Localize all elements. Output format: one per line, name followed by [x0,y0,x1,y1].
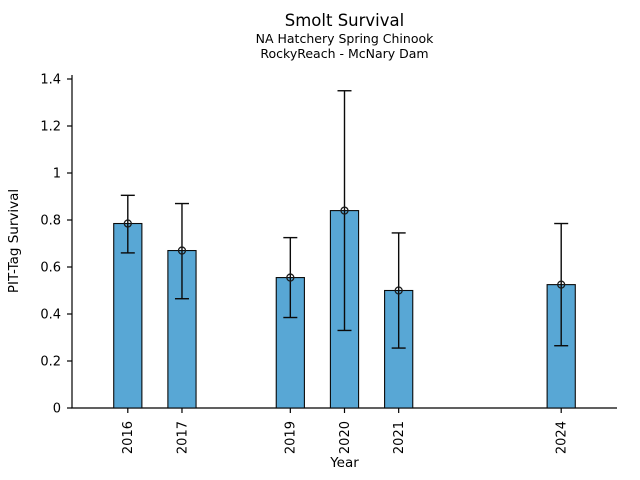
y-tick-label: 1.2 [40,119,61,134]
data-marker [340,206,349,215]
x-tick-label: 2016 [121,421,136,454]
chart-subtitle-line1: NA Hatchery Spring Chinook [255,30,434,46]
data-marker [557,280,566,289]
x-tick-label: 2017 [175,421,190,454]
y-tick-label: 0 [53,401,61,416]
y-tick-label: 0.2 [40,354,61,369]
x-tick-label: 2020 [338,421,353,454]
data-marker [177,246,187,255]
y-tick-label: 0.8 [40,213,61,228]
data-marker [394,286,403,295]
chart-title-block: Smolt Survival NA Hatchery Spring Chinoo… [72,11,617,62]
y-tick-label: 1 [53,166,61,181]
chart-subtitle-line2: RockyReach - McNary Dam [260,46,429,62]
data-marker [286,273,295,282]
y-tick-label: 0.6 [40,260,61,275]
bar [113,222,143,409]
data-marker [123,219,132,228]
chart-title: Smolt Survival [284,11,405,30]
x-axis-label: Year [330,455,359,471]
x-tick-label: 2024 [555,421,570,454]
x-tick-label: 2019 [284,421,299,454]
y-tick-label: 0.4 [40,307,61,322]
y-tick-label: 1.4 [40,72,61,87]
x-tick-label: 2021 [392,421,407,454]
